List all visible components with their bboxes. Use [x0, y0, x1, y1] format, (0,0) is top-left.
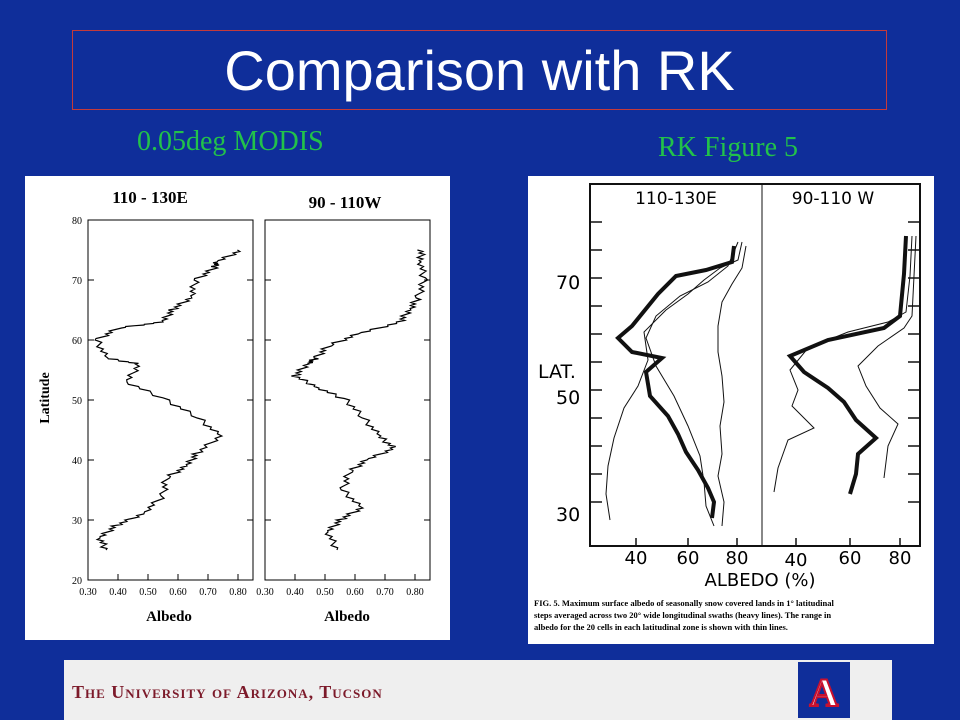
rk-left-max-line — [717, 245, 747, 527]
rk-lat-label: LAT. — [538, 361, 576, 383]
x-tick-label: 0.50 — [316, 587, 334, 598]
x-tick-label: 0.40 — [109, 587, 127, 598]
rk-figure-image: 110-130E 90-110 W LAT. 70 50 30 40 60 80… — [534, 183, 921, 632]
rk-ytick-50: 50 — [556, 387, 580, 409]
rk-xtick-left-60: 60 — [677, 548, 700, 569]
y-tick-label: 20 — [72, 576, 82, 587]
rk-right-header: 90-110 W — [792, 189, 875, 209]
rk-right-max-line — [857, 235, 917, 479]
y-tick-label: 80 — [72, 216, 82, 227]
rk-figure-panel: 110-130E 90-110 W LAT. 70 50 30 40 60 80… — [528, 176, 934, 644]
rk-caption: RK Figure 5 — [658, 132, 798, 163]
rk-xtick-left-40: 40 — [625, 548, 648, 569]
right-x-axis-label: Albedo — [324, 609, 370, 625]
rk-left-average-line — [615, 245, 736, 519]
x-tick-label: 0.50 — [139, 587, 157, 598]
y-tick-label: 50 — [72, 396, 82, 407]
rk-left-range-line — [645, 241, 739, 527]
y-tick-label: 40 — [72, 456, 82, 467]
rk-ytick-30: 30 — [556, 504, 580, 526]
university-logo-icon: A — [798, 662, 850, 718]
y-axis-label: Latitude — [38, 372, 53, 423]
x-tick-label: 0.60 — [346, 587, 364, 598]
left-panel-title: 110 - 130E — [112, 188, 188, 207]
logo-letter: A — [810, 670, 839, 715]
albedo-series-line-1 — [291, 249, 429, 551]
rk-frame — [589, 183, 921, 547]
modis-albedo-chart: 110 - 130E 90 - 110W Latitude Albedo Alb… — [38, 188, 431, 625]
y-tick-label: 30 — [72, 516, 82, 527]
left-x-axis-label: Albedo — [146, 609, 192, 625]
x-tick-label: 0.40 — [286, 587, 304, 598]
rk-caption-line-1: FIG. 5. Maximum surface albedo of season… — [534, 598, 834, 608]
rk-x-axis-label: ALBEDO (%) — [705, 570, 816, 591]
rk-right-average-line — [786, 235, 908, 495]
rk-xtick-left-80: 80 — [726, 548, 749, 569]
y-tick-label: 60 — [72, 336, 82, 347]
x-tick-label: 0.80 — [406, 587, 424, 598]
modis-caption: 0.05deg MODIS — [137, 126, 324, 157]
slide-title: Comparison with RK — [72, 30, 887, 110]
albedo-series-line-0 — [94, 249, 242, 551]
x-tick-label: 0.80 — [229, 587, 247, 598]
right-panel-title: 90 - 110W — [309, 193, 382, 212]
university-name: The University of Arizona, Tucson — [72, 682, 383, 702]
x-tick-label: 0.30 — [256, 587, 274, 598]
rk-xtick-right-60: 60 — [839, 548, 862, 569]
x-tick-label: 0.70 — [376, 587, 394, 598]
modis-plot-panel: 110 - 130E 90 - 110W Latitude Albedo Alb… — [25, 176, 450, 640]
x-tick-label: 0.60 — [169, 587, 187, 598]
rk-xtick-right-40: 40 — [785, 550, 808, 571]
x-tick-label: 0.30 — [79, 587, 97, 598]
rk-right-min-line — [773, 235, 913, 493]
rk-left-header: 110-130E — [635, 189, 717, 209]
x-tick-label: 0.70 — [199, 587, 217, 598]
rk-xtick-right-80: 80 — [889, 548, 912, 569]
university-footer-banner: The University of Arizona, Tucson A — [64, 660, 892, 720]
y-tick-label: 70 — [72, 276, 82, 287]
rk-caption-line-2: steps averaged across two 20° wide longi… — [534, 610, 831, 620]
rk-left-min-line — [605, 241, 743, 521]
rk-ytick-70: 70 — [556, 272, 580, 294]
rk-caption-line-3: albedo for the 20 cells in each latitudi… — [534, 622, 788, 632]
